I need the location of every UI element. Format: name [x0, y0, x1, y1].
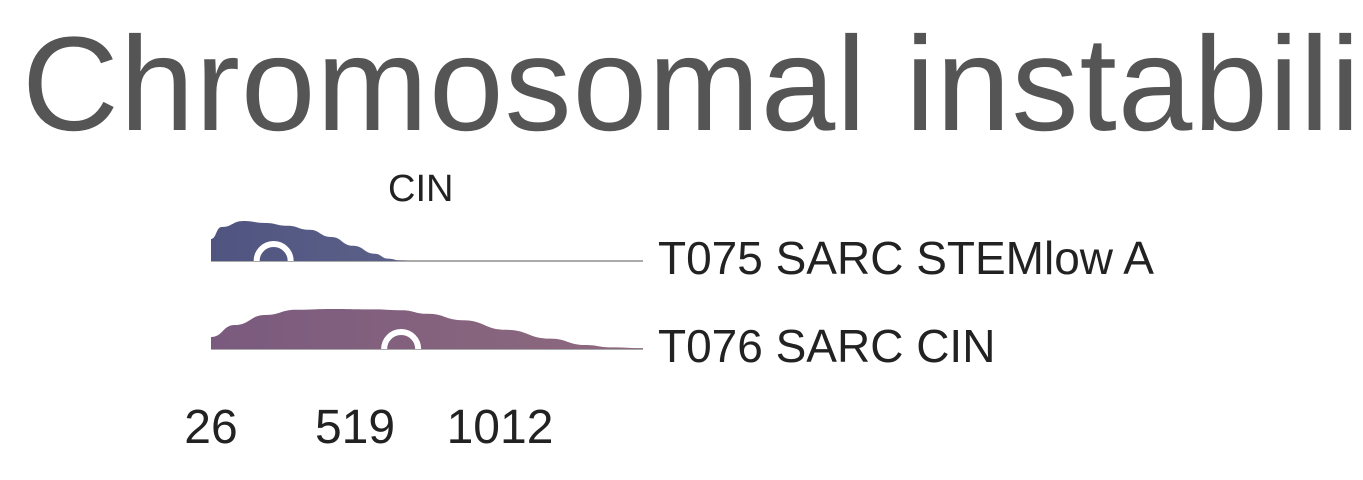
metric-label: CIN	[388, 168, 454, 210]
x-tick-label: 26	[184, 401, 238, 454]
ridge-density-area	[211, 309, 643, 349]
ridge-label: T075 SARC STEMlow A	[658, 232, 1154, 284]
median-marker	[381, 329, 422, 350]
median-marker	[253, 241, 294, 262]
x-tick-label: 519	[314, 401, 396, 454]
ridge-label: T076 SARC CIN	[658, 320, 996, 372]
x-tick-label: 1012	[446, 401, 554, 454]
ridge-density-area	[211, 221, 643, 261]
page-title: Chromosomal instability	[22, 10, 1363, 159]
